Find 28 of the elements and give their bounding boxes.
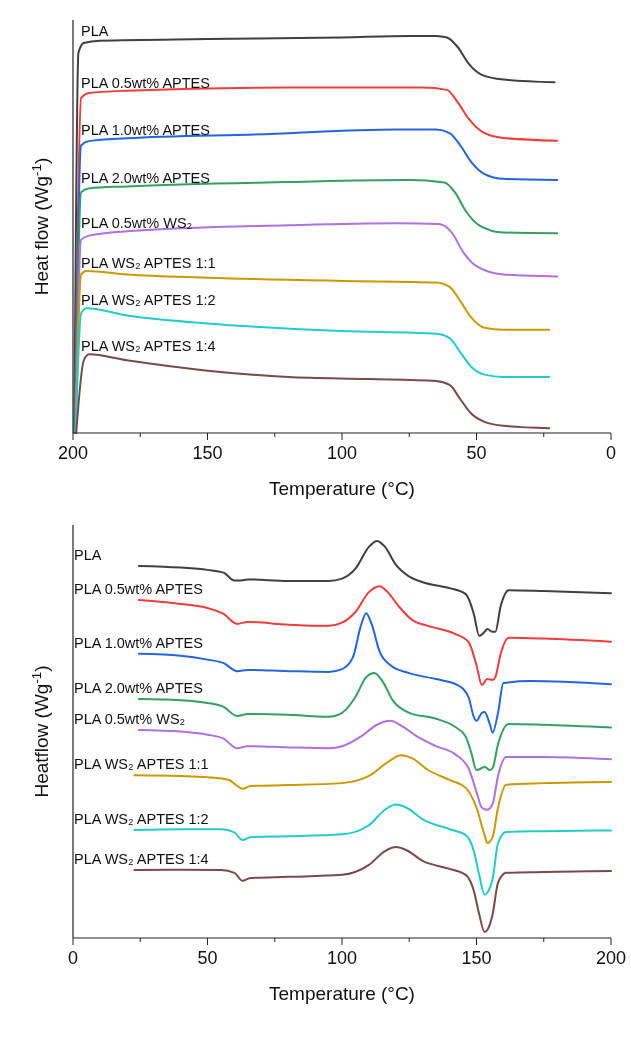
series-label: PLA 0.5wt% APTES	[81, 74, 210, 91]
x-tick-label: 50	[197, 948, 218, 968]
series-label: PLA 2.0wt% APTES	[74, 679, 203, 696]
x-tick-label: 0	[605, 443, 617, 463]
x-tick-label: 200	[595, 948, 627, 968]
series-label: PLA 0.5wt% WS₂	[74, 710, 186, 727]
series-label: PLA WS₂ APTES 1:4	[81, 338, 216, 355]
series-label: PLA WS₂ APTES 1:2	[74, 810, 209, 827]
x-tick-label: 100	[326, 443, 358, 463]
series-label: PLA 1.0wt% APTES	[74, 634, 203, 651]
x-tick-label: 150	[192, 443, 223, 463]
series-label: PLA	[81, 23, 109, 40]
series-label: PLA 0.5wt% WS₂	[81, 215, 193, 232]
x-axis-title: Temperature (°C)	[269, 478, 415, 499]
x-tick-label: 200	[57, 443, 89, 463]
series-label: PLA 0.5wt% APTES	[74, 581, 203, 598]
series-label: PLA WS₂ APTES 1:2	[81, 292, 216, 309]
x-tick-label: 150	[461, 948, 492, 968]
series-label: PLA 2.0wt% APTES	[81, 170, 210, 187]
x-axis-title: Temperature (°C)	[269, 983, 415, 1004]
series-label: PLA 1.0wt% APTES	[81, 122, 210, 139]
x-tick-label: 50	[466, 443, 487, 463]
series-label: PLA WS₂ APTES 1:1	[74, 756, 209, 773]
series-label: PLA WS₂ APTES 1:4	[74, 851, 209, 868]
x-tick-label: 0	[67, 948, 79, 968]
x-tick-label: 100	[326, 948, 358, 968]
text: PLA	[74, 546, 102, 563]
series-label: PLA WS₂ APTES 1:1	[81, 254, 216, 271]
